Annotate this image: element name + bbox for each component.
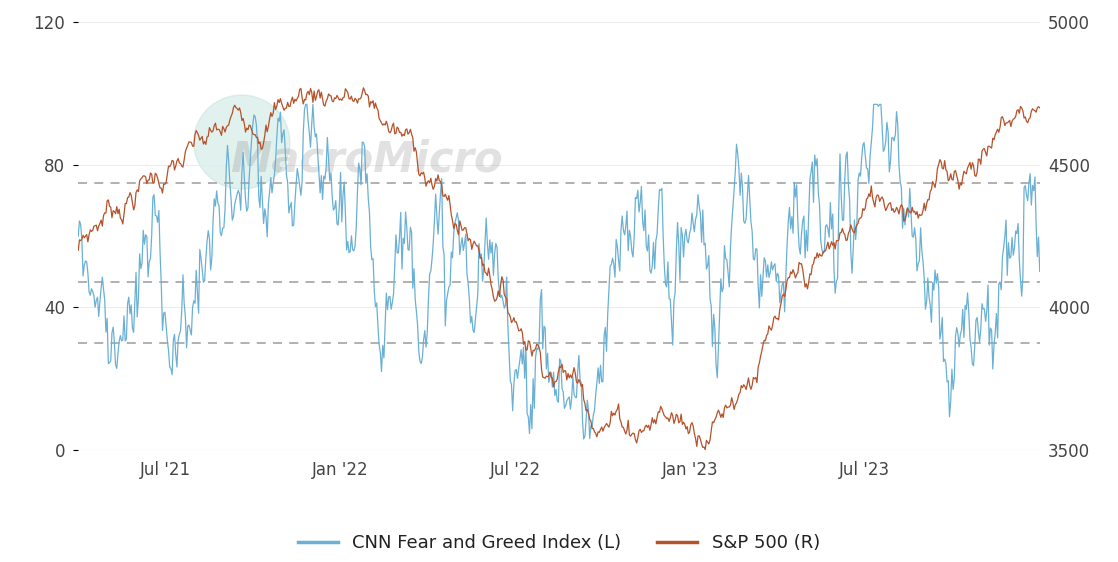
- Legend: CNN Fear and Greed Index (L), S&P 500 (R): CNN Fear and Greed Index (L), S&P 500 (R…: [291, 527, 827, 559]
- Ellipse shape: [193, 95, 290, 189]
- Text: MacroMicro: MacroMicro: [230, 138, 503, 180]
